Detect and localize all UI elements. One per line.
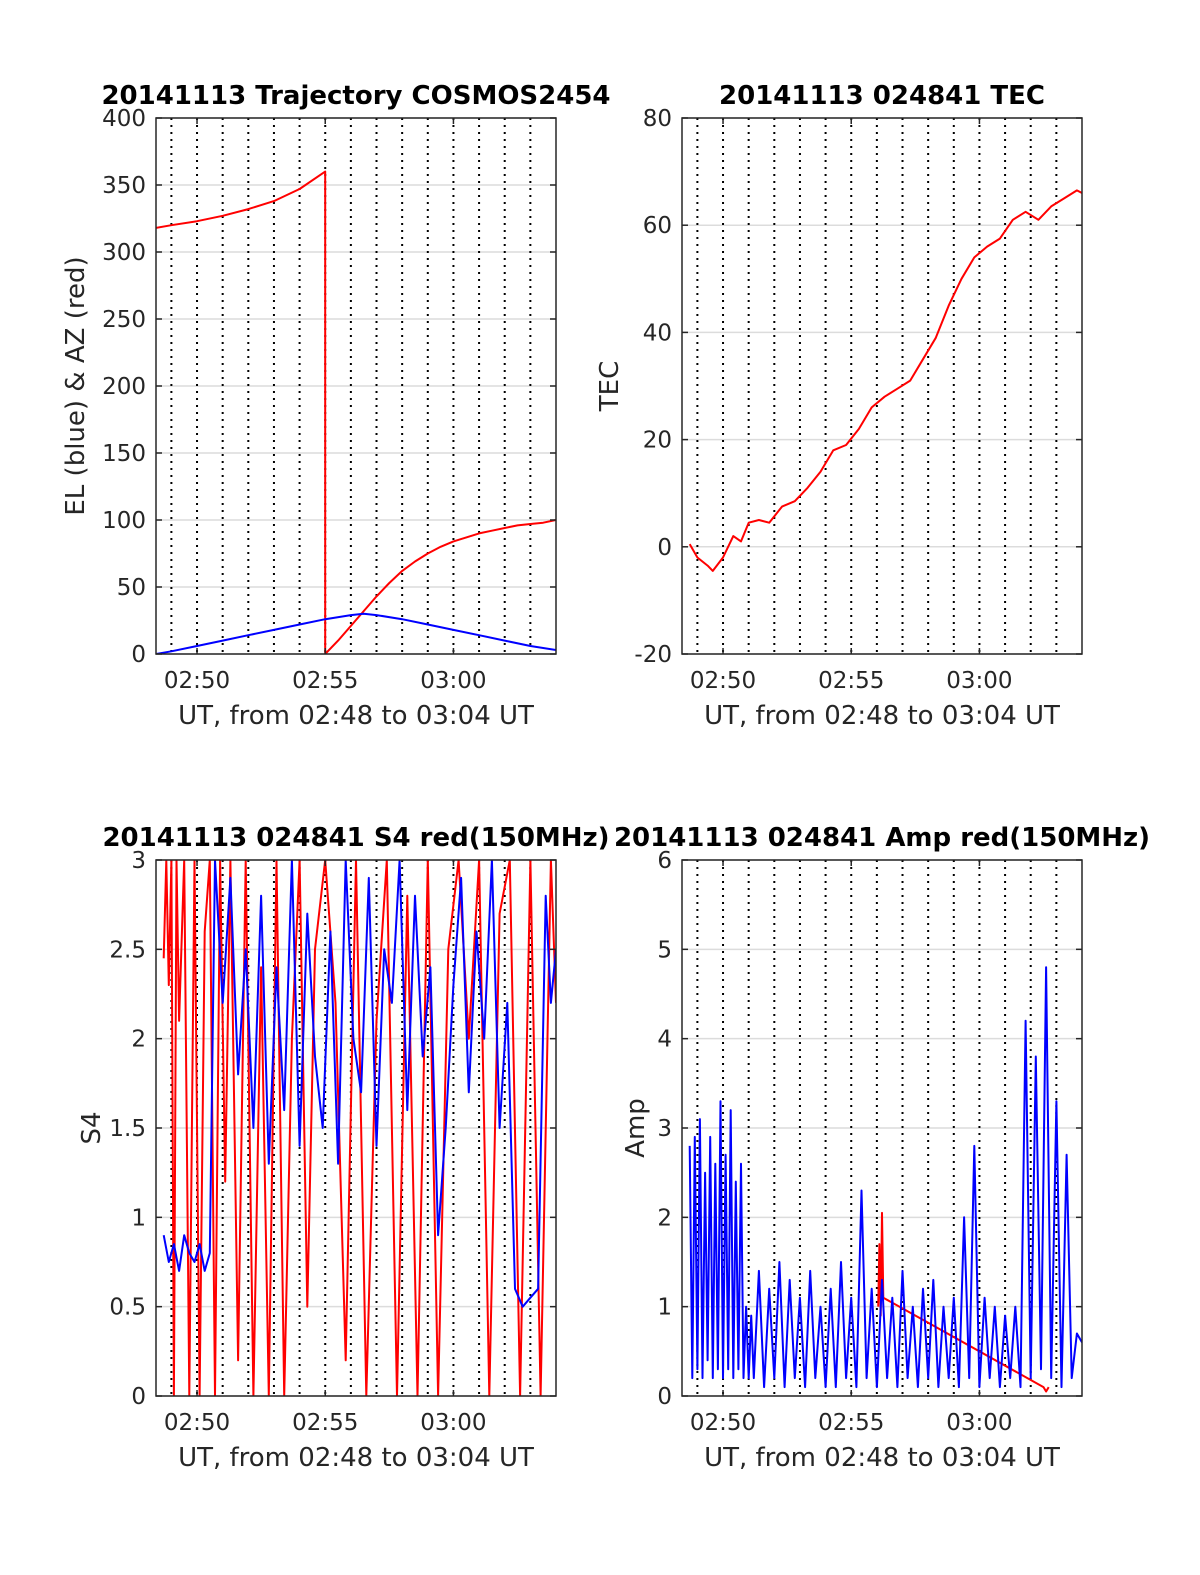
x-tick-label: 03:00 xyxy=(946,668,1012,694)
series-line-2 xyxy=(688,966,1082,1389)
x-axis-label: UT, from 02:48 to 03:04 UT xyxy=(178,701,534,731)
y-tick-label: 1 xyxy=(131,1205,146,1231)
series-line-2 xyxy=(162,860,556,1308)
x-tick-label: 03:00 xyxy=(420,668,486,694)
x-tick-label: 02:50 xyxy=(164,1410,230,1436)
series-line-2 xyxy=(156,612,556,654)
panel-tec: 20141113 024841 TEC UT, from 02:48 to 03… xyxy=(595,81,1083,731)
y-axis-label: TEC xyxy=(595,361,625,412)
chart-title: 20141113 024841 S4 red(150MHz) xyxy=(102,823,609,853)
y-axis-label: Amp xyxy=(621,1098,651,1158)
y-tick-label: 3 xyxy=(131,848,146,874)
panel-s4: 20141113 024841 S4 red(150MHz) UT, from … xyxy=(77,823,610,1473)
y-tick-label: 4 xyxy=(657,1027,672,1053)
x-tick-label: 02:55 xyxy=(292,1410,358,1436)
y-tick-label: 400 xyxy=(102,106,146,132)
y-tick-label: 1 xyxy=(657,1295,672,1321)
y-tick-label: 0.5 xyxy=(109,1295,146,1321)
axes-box xyxy=(681,117,1083,655)
series-line-1 xyxy=(877,1211,1050,1393)
y-tick-label: 20 xyxy=(643,428,672,454)
x-tick-label: 02:55 xyxy=(292,668,358,694)
chart-title: 20141113 024841 Amp red(150MHz) xyxy=(614,823,1150,853)
chart-title: 20141113 024841 TEC xyxy=(719,81,1045,111)
panel-trajectory: 20141113 Trajectory COSMOS2454 UT, from … xyxy=(61,81,611,731)
series-line-1 xyxy=(156,170,556,654)
series-line-1 xyxy=(162,860,556,1396)
x-tick-label: 02:55 xyxy=(818,668,884,694)
y-tick-label: 0 xyxy=(657,1384,672,1410)
chart-title: 20141113 Trajectory COSMOS2454 xyxy=(101,81,610,111)
y-tick-label: 2 xyxy=(131,1027,146,1053)
x-tick-label: 02:55 xyxy=(818,1410,884,1436)
series-group xyxy=(688,966,1082,1393)
x-tick-label: 02:50 xyxy=(164,668,230,694)
x-tick-label: 02:50 xyxy=(690,1410,756,1436)
x-axis-label: UT, from 02:48 to 03:04 UT xyxy=(178,1443,534,1473)
panel-amp: 20141113 024841 Amp red(150MHz) UT, from… xyxy=(614,823,1150,1473)
y-tick-label: 2 xyxy=(657,1205,672,1231)
x-tick-label: 02:50 xyxy=(690,668,756,694)
y-tick-label: 60 xyxy=(643,213,672,239)
x-tick-label: 03:00 xyxy=(420,1410,486,1436)
y-tick-label: 0 xyxy=(657,535,672,561)
y-tick-label: -20 xyxy=(634,642,672,668)
y-axis-label: EL (blue) & AZ (red) xyxy=(61,256,91,515)
y-tick-label: 40 xyxy=(643,320,672,346)
y-tick-label: 2.5 xyxy=(109,937,146,963)
y-tick-label: 1.5 xyxy=(109,1116,146,1142)
y-tick-label: 80 xyxy=(643,106,672,132)
y-tick-label: 0 xyxy=(131,1384,146,1410)
series-line-1 xyxy=(688,189,1082,572)
y-tick-label: 350 xyxy=(102,173,146,199)
y-tick-label: 3 xyxy=(657,1116,672,1142)
x-tick-label: 03:00 xyxy=(946,1410,1012,1436)
y-tick-label: 50 xyxy=(117,575,146,601)
y-tick-label: 300 xyxy=(102,240,146,266)
y-tick-label: 0 xyxy=(131,642,146,668)
y-tick-label: 6 xyxy=(657,848,672,874)
y-tick-label: 150 xyxy=(102,441,146,467)
y-tick-label: 100 xyxy=(102,508,146,534)
y-tick-label: 5 xyxy=(657,937,672,963)
y-tick-label: 250 xyxy=(102,307,146,333)
x-axis-label: UT, from 02:48 to 03:04 UT xyxy=(704,701,1060,731)
series-group xyxy=(162,860,556,1396)
series-group xyxy=(688,189,1082,572)
y-tick-label: 200 xyxy=(102,374,146,400)
x-axis-label: UT, from 02:48 to 03:04 UT xyxy=(704,1443,1060,1473)
y-axis-label: S4 xyxy=(77,1111,107,1144)
series-group xyxy=(156,170,556,654)
